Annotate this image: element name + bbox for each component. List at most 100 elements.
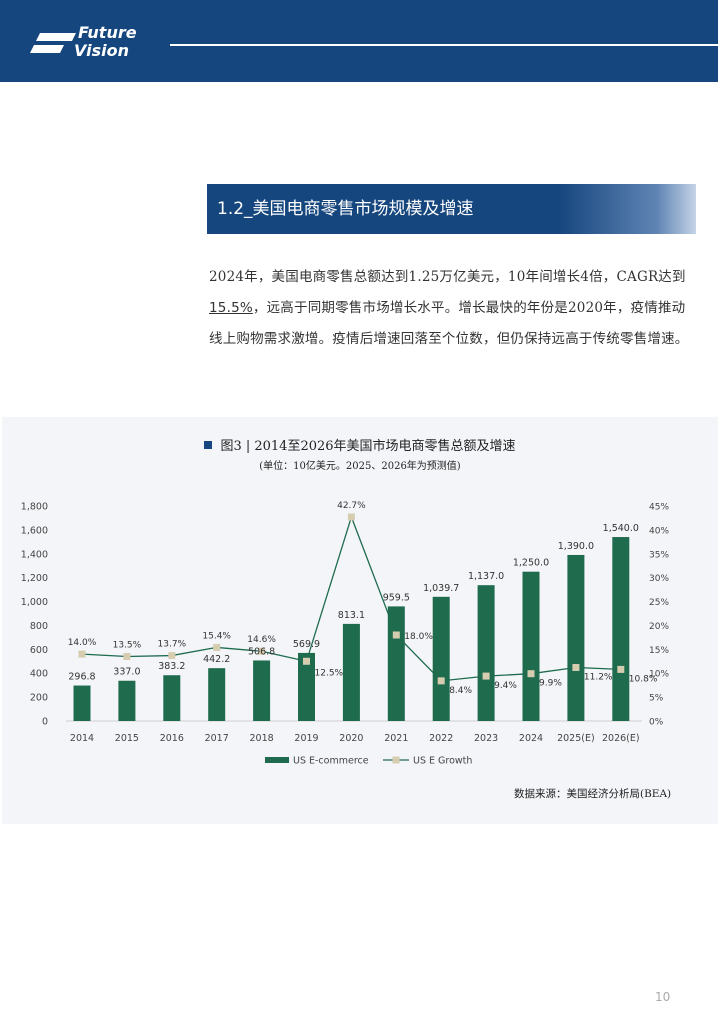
growth-value-label: 13.5% [113,641,142,651]
bar-ecommerce [163,675,181,721]
y-right-tick-label: 15% [649,646,669,656]
growth-marker [392,631,400,639]
x-tick-label: 2024 [519,733,543,744]
logo-line-1: Future [78,23,137,42]
square-bullet-icon [204,441,213,449]
y-left-tick-label: 800 [30,621,48,632]
logo-line-2: Vision [74,41,129,60]
x-tick-label: 2022 [429,733,453,744]
growth-value-label: 8.4% [449,686,472,696]
growth-marker [572,663,580,671]
chart-panel: 图3 | 2014至2026年美国市场电商零售总额及增速 (单位：10亿美元。2… [2,417,718,824]
y-right-tick-label: 10% [649,670,669,680]
bar-ecommerce [387,606,405,721]
growth-value-label: 11.2% [584,672,613,682]
paragraph-text-2: ，远高于同期零售市场增长水平。增长最快的年份是2020年，疫情推动线上购物需求激… [209,300,689,347]
header-divider [170,44,718,46]
y-left-tick-label: 1,400 [21,549,48,560]
y-right-tick-label: 0% [649,718,664,728]
bar-ecommerce [612,537,630,721]
x-tick-label: 2016 [160,733,184,744]
growth-value-label: 15.4% [202,631,231,641]
bar-ecommerce [477,585,495,721]
data-source: 数据来源：美国经济分析局(BEA) [514,788,672,800]
bar-value-label: 813.1 [338,610,365,621]
growth-value-label: 42.7% [337,501,366,511]
growth-value-label: 9.4% [494,681,517,691]
section-heading-bar: 1.2_美国电商零售市场规模及增速 [207,184,696,234]
growth-marker [258,647,266,655]
bar-ecommerce [567,554,585,721]
y-right-tick-label: 25% [649,598,669,608]
x-tick-label: 2014 [70,733,94,744]
y-left-tick-label: 200 [30,693,48,704]
x-tick-label: 2018 [250,733,274,744]
legend-swatch-ecommerce [265,757,289,763]
bar-ecommerce [432,596,450,721]
y-right-tick-label: 5% [649,694,664,704]
bar-ecommerce [522,571,540,721]
bar-value-label: 506.8 [248,646,275,657]
y-right-tick-label: 30% [649,574,669,584]
growth-value-label: 13.7% [158,640,187,650]
growth-marker [303,657,310,665]
figure-title: 图3 | 2014至2026年美国市场电商零售总额及增速 [220,439,516,454]
x-tick-label: 2015 [115,733,139,744]
bar-ecommerce [298,652,315,721]
bar-ecommerce [208,668,226,721]
x-tick-label: 2026(E) [602,733,640,744]
growth-marker [123,653,131,660]
growth-marker [347,513,355,521]
body-paragraph: 2024年，美国电商零售总额达到1.25万亿美元，10年间增长4倍，CAGR达到… [209,262,699,355]
growth-value-label: 10.8% [629,674,658,684]
page-number: 10 [655,990,671,1004]
growth-value-label: 9.9% [539,679,562,689]
y-left-tick-label: 600 [30,645,48,656]
x-tick-label: 2025(E) [557,733,595,744]
bar-value-label: 569.9 [293,639,320,650]
bar-value-label: 442.2 [203,654,230,665]
bar-value-label: 1,039.7 [423,583,459,594]
x-tick-label: 2021 [384,733,408,744]
growth-value-label: 18.0% [404,632,433,642]
bar-ecommerce [118,680,136,721]
legend-marker-growth [392,756,400,764]
bar-value-label: 1,250.0 [513,558,549,569]
legend-label-ecommerce: US E-commerce [293,756,369,767]
logo-icon [30,33,76,53]
y-right-tick-label: 20% [649,622,669,632]
bar-value-label: 296.8 [68,672,95,683]
growth-value-label: 14.0% [68,638,97,648]
cagr-highlight: 15.5% [209,300,253,316]
bar-value-label: 959.5 [383,592,410,603]
growth-marker [168,652,176,660]
ecommerce-chart: 0 200 400 600 800 1,000 1,200 1,400 1,600 1,800 0%… [21,501,670,767]
bar-ecommerce [342,623,360,721]
y-right-tick-label: 35% [649,550,669,560]
bar-value-label: 337.0 [113,667,140,678]
y-left-tick-label: 1,000 [21,597,48,608]
y-right-tick-label: 40% [649,526,669,536]
x-tick-label: 2023 [474,733,498,744]
bar-value-label: 1,137.0 [468,571,504,582]
x-tick-label: 2019 [294,733,318,744]
y-right-tick-label: 45% [649,503,669,513]
bar-value-label: 1,390.0 [558,541,594,552]
y-left-tick-label: 1,800 [21,502,48,513]
bar-value-label: 383.2 [158,661,185,672]
growth-marker [78,650,86,658]
section-title: 1.2_美国电商零售市场规模及增速 [217,199,474,219]
y-left-tick-label: 1,600 [21,525,48,536]
growth-marker [617,665,625,673]
bar-ecommerce [253,660,271,721]
x-tick-label: 2017 [205,733,229,744]
growth-value-label: 12.5% [315,668,344,678]
figure-subtitle: (单位：10亿美元。2025、2026年为预测值) [259,461,461,472]
growth-marker [213,643,221,651]
y-left-tick-label: 1,200 [21,573,48,584]
growth-marker [482,672,490,680]
growth-marker [527,670,535,678]
figure-title-row: 图3 | 2014至2026年美国市场电商零售总额及增速 [2,435,718,454]
paragraph-text-1: 2024年，美国电商零售总额达到1.25万亿美元，10年间增长4倍，CAGR达到 [209,269,686,285]
x-tick-label: 2020 [339,733,363,744]
